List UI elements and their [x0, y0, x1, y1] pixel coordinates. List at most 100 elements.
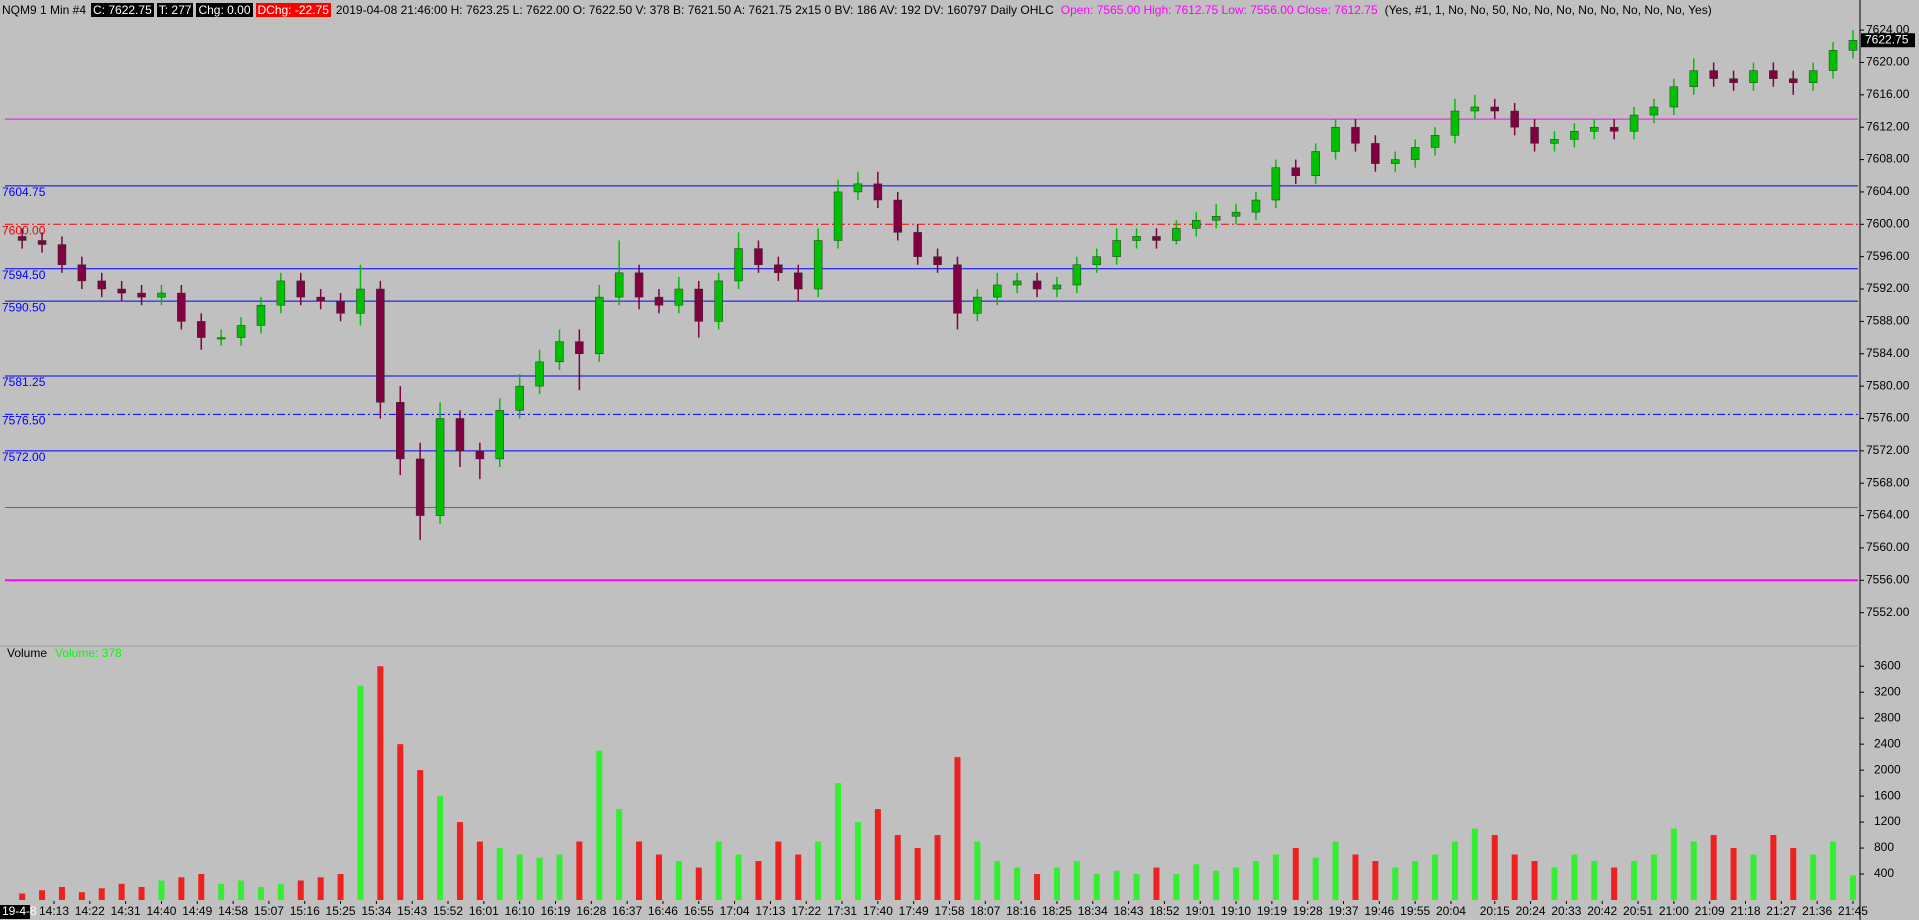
volume-title: Volume: [7, 646, 47, 660]
candle-body: [1769, 70, 1778, 79]
candle-body: [1211, 215, 1221, 221]
x-tick-label: 16:19: [540, 904, 570, 918]
x-tick-label: 19:37: [1329, 904, 1359, 918]
volume-bar: [317, 877, 324, 900]
volume-bar: [417, 770, 424, 900]
volume-bar: [1272, 854, 1279, 900]
volume-bar: [1252, 861, 1259, 900]
volume-bar: [1790, 848, 1797, 900]
x-tick-label: 20:51: [1623, 904, 1653, 918]
x-tick-label: 21:09: [1695, 904, 1725, 918]
volume-bar: [1631, 861, 1638, 900]
y-tick-label: 7568.00: [1866, 475, 1910, 489]
candle-body: [137, 292, 146, 298]
x-tick-label: 19:19: [1257, 904, 1287, 918]
candle-body: [774, 264, 783, 274]
volume-bar: [496, 848, 503, 900]
x-tick-label: 14:31: [111, 904, 141, 918]
y-tick-label: 7620.00: [1866, 55, 1910, 69]
header-item: Chg: 0.00: [196, 3, 253, 17]
candle-body: [714, 280, 723, 322]
volume-bar: [1073, 861, 1080, 900]
volume-bar: [1830, 841, 1837, 900]
volume-bar: [1014, 867, 1021, 900]
x-tick-label: 19:01: [1185, 904, 1215, 918]
volume-bar: [516, 854, 523, 900]
level-label: 7572.00: [2, 450, 46, 464]
volume-bar: [98, 888, 105, 900]
last-price-label: 7622.75: [1865, 32, 1909, 46]
candle-body: [1749, 70, 1758, 83]
x-tick-label: 19:55: [1400, 904, 1430, 918]
y-tick-label: 7592.00: [1866, 281, 1910, 295]
volume-bar: [178, 877, 185, 900]
volume-bar: [576, 841, 583, 900]
x-tick-label: 15:52: [433, 904, 463, 918]
x-tick-label: 20:42: [1587, 904, 1617, 918]
x-tick-label: 18:16: [1006, 904, 1036, 918]
candle-body: [236, 325, 246, 338]
x-tick-label: 16:37: [612, 904, 642, 918]
x-tick-label: 18:07: [970, 904, 1000, 918]
volume-bar: [1312, 857, 1319, 900]
candle-body: [37, 240, 47, 245]
x-tick-label: 15:34: [361, 904, 391, 918]
volume-bar: [1451, 841, 1458, 900]
volume-bar: [138, 887, 145, 900]
volume-bar: [1591, 861, 1598, 900]
candle-body: [1132, 236, 1141, 241]
candle-body: [575, 341, 584, 355]
volume-bar: [934, 835, 941, 900]
volume-bar: [994, 861, 1001, 900]
volume-bar: [894, 835, 901, 900]
candle-body: [1351, 126, 1360, 144]
volume-bar: [914, 848, 921, 900]
volume-bar: [695, 867, 702, 900]
volume-bar: [1491, 835, 1498, 900]
volume-tick-label: 2800: [1874, 710, 1901, 724]
x-tick-label: 18:25: [1042, 904, 1072, 918]
candle-body: [1729, 78, 1738, 83]
candle-body: [1848, 39, 1858, 51]
volume-bar: [1332, 841, 1339, 900]
y-tick-label: 7616.00: [1866, 87, 1910, 101]
candle-body: [595, 296, 604, 355]
volume-bar: [815, 841, 822, 900]
volume-tick-label: 400: [1874, 866, 1894, 880]
candle-body: [415, 458, 425, 516]
volume-tick-label: 2000: [1874, 762, 1901, 776]
x-tick-label: 18:43: [1114, 904, 1144, 918]
volume-bar: [1034, 874, 1041, 900]
candle-body: [77, 264, 87, 282]
volume-bar: [636, 841, 643, 900]
candle-body: [1669, 86, 1679, 108]
candle-body: [1550, 139, 1559, 144]
x-tick-label: 21:36: [1802, 904, 1832, 918]
y-tick-label: 7580.00: [1866, 378, 1910, 392]
candle-body: [197, 321, 206, 338]
volume-bar: [1849, 875, 1856, 900]
candle-body: [1789, 78, 1798, 83]
candle-body: [1530, 126, 1539, 144]
x-tick-label: 21:00: [1659, 904, 1689, 918]
volume-bar: [1133, 874, 1140, 900]
candle-body: [376, 288, 385, 403]
volume-bar: [775, 841, 782, 900]
level-label: 7576.50: [2, 414, 46, 428]
x-tick-label: 16:55: [684, 904, 714, 918]
volume-bar: [715, 841, 722, 900]
candle-body: [1709, 70, 1718, 79]
volume-bar: [58, 887, 65, 900]
date-box: [0, 905, 30, 919]
y-tick-label: 7556.00: [1866, 572, 1910, 586]
candle-body: [694, 288, 704, 322]
volume-bar: [835, 783, 842, 900]
volume-bar: [1551, 867, 1558, 900]
y-tick-label: 7608.00: [1866, 152, 1910, 166]
volume-bar: [1571, 854, 1578, 900]
volume-bar: [954, 757, 961, 900]
candle-body: [1311, 151, 1320, 177]
x-tick-label: 19:10: [1221, 904, 1251, 918]
volume-bar: [1113, 870, 1120, 900]
